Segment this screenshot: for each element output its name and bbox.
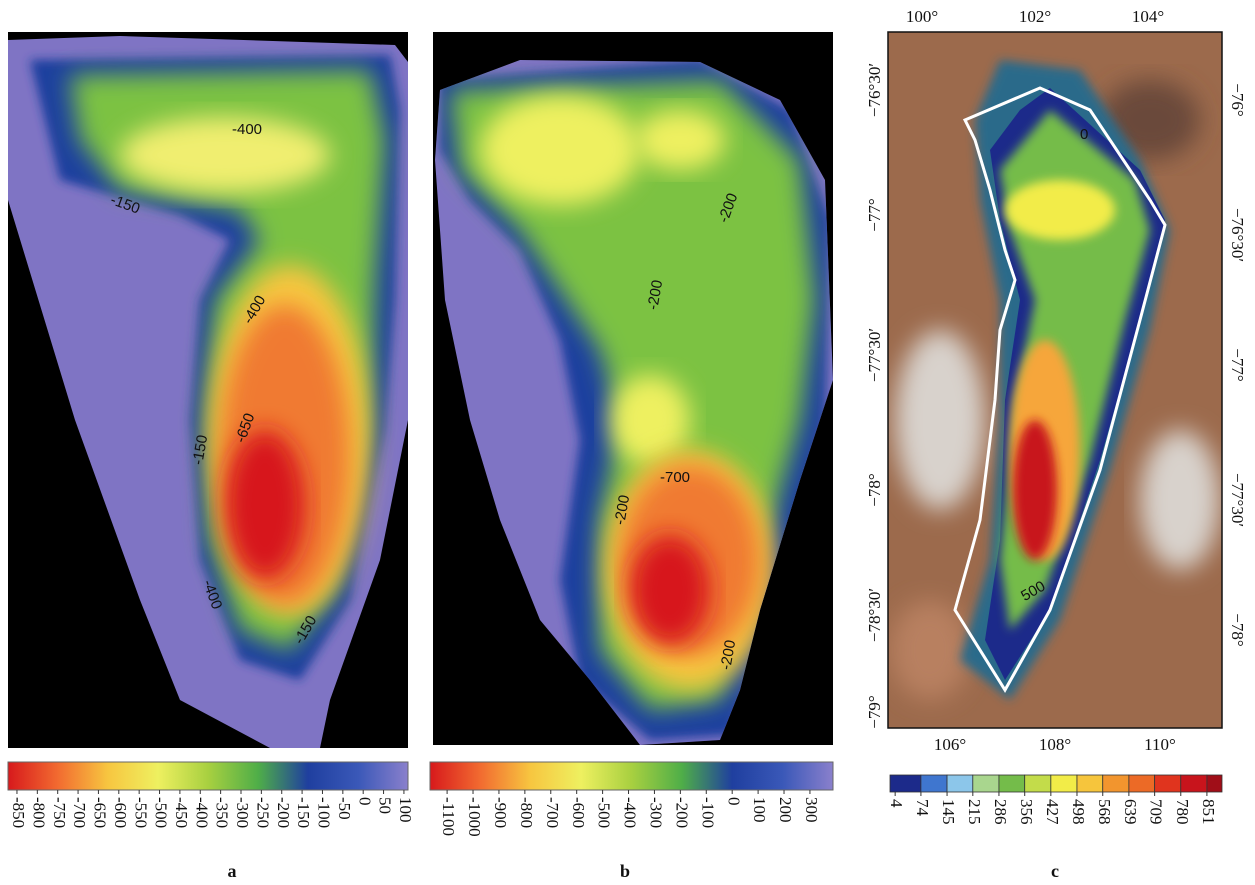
longitude-label: 106° [934,735,966,754]
page: -400 -150 -400 -650 -150 -400 -150 -200 … [0,0,1255,885]
colorbar-tick-label: 780 [1173,799,1192,825]
colorbar-tick-label: 145 [939,799,958,825]
colorbar-tick-label: -350 [213,797,232,828]
colorbar-tick-label: 74 [913,799,932,817]
colorbar-bin [1025,775,1051,792]
longitude-label: 110° [1144,735,1176,754]
colorbar-bin [1051,775,1077,792]
longitude-label: 102° [1019,7,1051,26]
colorbar-tick-label: -300 [233,797,252,828]
colorbar-tick-label: -250 [253,797,272,828]
colorbar-tick-label: -400 [621,797,640,828]
colorbar-tick-label: -300 [647,797,666,828]
colorbar-tick-label: -600 [569,797,588,828]
colorbar-tick-label: 286 [991,799,1010,825]
colorbar-bin [1155,775,1181,792]
colorbar-tick-label: 709 [1147,799,1166,825]
latitude-label: −76°30′ [865,63,884,117]
colorbar-bin [973,775,999,792]
colorbar-bin [1077,775,1103,792]
panel-letter: a [228,861,237,881]
colorbar-tick-label: -500 [595,797,614,828]
latitude-label: −77°30′ [1228,473,1247,527]
colorbar-tick-label: -150 [294,797,313,828]
colorbar-tick-label: -400 [192,797,211,828]
latitude-label: −76°30′ [1228,208,1247,262]
colorbar-tick-label: 639 [1121,799,1140,825]
colorbar-tick-label: 215 [965,799,984,825]
colorbar-bin [947,775,973,792]
colorbar-tick-label: 568 [1095,799,1114,825]
latitude-label: −79° [865,695,884,728]
map-b: -200 -200 -700 -200 -200 [433,32,833,745]
colorbar-bin [921,775,947,792]
colorbar-tick-label: 0 [355,797,374,806]
colorbar-tick-label: -1000 [465,797,484,837]
contour-label: -400 [232,121,262,138]
colorbar-tick-label: -100 [315,797,334,828]
colorbar-tick-label: -550 [131,797,150,828]
colorbar-tick-label: -650 [91,797,110,828]
colorbar-tick-label: 200 [776,797,795,823]
colorbar-tick-label: -200 [274,797,293,828]
latitude-label: −78° [1228,613,1247,646]
colorbar-tick-label: -1100 [439,797,458,836]
colorbar-tick-label: -450 [172,797,191,828]
colorbar-tick-label: -750 [50,797,69,828]
colorbar-tick-label: -850 [9,797,28,828]
colorbar-tick-label: 427 [1043,799,1062,825]
colorbar-tick-label: 498 [1069,799,1088,825]
map-c: 0 500 [888,32,1222,728]
colorbar-tick-label: 300 [802,797,821,823]
colorbar-tick-label: -800 [517,797,536,828]
latitude-label: −77°30′ [865,328,884,382]
contour-label: -700 [660,469,690,486]
latitude-label: −77° [1228,348,1247,381]
longitude-label: 100° [906,7,938,26]
colorbar-tick-label: 50 [376,797,395,814]
panel-letter: b [620,861,630,881]
panel-letter: c [1051,861,1059,881]
colorbar [8,762,408,790]
colorbar-bin [890,775,921,792]
colorbar-tick-label: -100 [698,797,717,828]
colorbar-tick-label: 851 [1199,799,1218,825]
latitude-label: −78°30′ [865,588,884,642]
colorbar-tick-label: 4 [887,799,906,808]
colorbar-bin [1181,775,1207,792]
colorbar-tick-label: -500 [152,797,171,828]
colorbar-bin [999,775,1025,792]
latitude-label: −78° [865,473,884,506]
colorbar-bin [1129,775,1155,792]
colorbar-tick-label: 0 [724,797,743,806]
colorbar-tick-label: 100 [750,797,769,823]
map-a: -400 -150 -400 -650 -150 -400 -150 [8,32,408,748]
figure: -400 -150 -400 -650 -150 -400 -150 -200 … [0,0,1255,885]
colorbar-tick-label: -600 [111,797,130,828]
colorbar-tick-label: -200 [672,797,691,828]
colorbar-tick-label: -800 [29,797,48,828]
colorbar-tick-label: -50 [335,797,354,820]
colorbar-tick-label: 356 [1017,799,1036,825]
latitude-label: −76° [1228,83,1247,116]
colorbar-tick-label: -900 [491,797,510,828]
colorbar [430,762,833,790]
contour-label: 0 [1080,126,1088,143]
colorbar-tick-label: -700 [70,797,89,828]
colorbar-tick-label: -700 [543,797,562,828]
colorbar-bin [1207,775,1222,792]
longitude-label: 108° [1039,735,1071,754]
colorbar-tick-label: 100 [396,797,415,823]
longitude-label: 104° [1132,7,1164,26]
colorbar-bin [1103,775,1129,792]
latitude-label: −77° [865,198,884,231]
